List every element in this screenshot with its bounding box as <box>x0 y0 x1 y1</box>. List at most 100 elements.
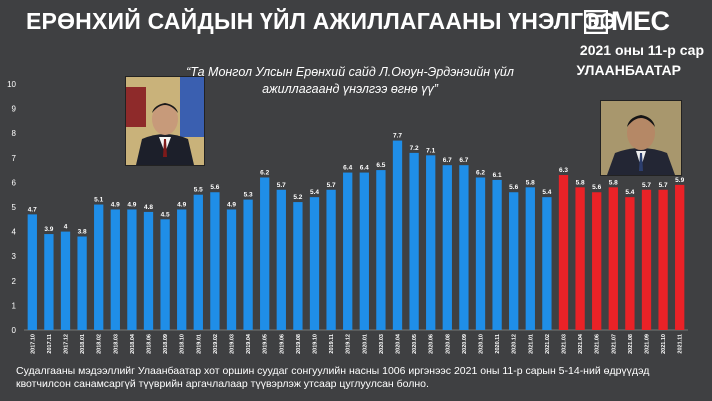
y-tick-label: 0 <box>12 326 17 335</box>
bar <box>326 189 336 330</box>
x-tick-label: 2021.11 <box>678 334 684 354</box>
x-tick-label: 2021.03 <box>562 334 568 354</box>
bar <box>625 197 635 330</box>
x-tick-label: 2020.01 <box>362 334 368 354</box>
bar <box>475 177 486 330</box>
mec-logo: MEC <box>584 6 670 37</box>
x-tick-label: 2019.08 <box>296 334 302 354</box>
x-tick-label: 2021.04 <box>578 333 584 354</box>
portrait-left <box>125 76 205 166</box>
survey-city: УЛААНБААТАР <box>576 62 681 78</box>
bar <box>309 197 320 330</box>
x-tick-label: 2019.02 <box>213 334 219 354</box>
x-tick-label: 2017.10 <box>30 334 36 354</box>
bar <box>44 234 54 330</box>
bar <box>542 197 552 330</box>
bar-value-label: 3.8 <box>78 229 87 236</box>
bar-value-label: 4 <box>64 224 68 231</box>
bar <box>376 170 386 330</box>
bar <box>260 177 270 330</box>
y-tick-label: 2 <box>12 277 17 286</box>
bar-value-label: 5.6 <box>592 184 601 191</box>
x-tick-label: 2021.07 <box>611 334 617 354</box>
bar-value-label: 5.4 <box>310 189 319 196</box>
x-tick-label: 2021.01 <box>528 334 534 354</box>
portrait-right <box>600 100 682 176</box>
bar <box>492 179 502 330</box>
bar <box>94 204 104 330</box>
x-tick-label: 2020.10 <box>479 334 485 354</box>
y-tick-label: 1 <box>12 301 17 310</box>
y-tick-label: 4 <box>12 228 17 237</box>
x-tick-label: 2019.10 <box>313 334 319 354</box>
x-tick-label: 2018.06 <box>147 334 153 354</box>
portrait-left-image <box>126 77 204 165</box>
x-tick-label: 2018.09 <box>163 334 169 354</box>
bar-value-label: 7.1 <box>426 147 435 154</box>
bar-value-label: 5.3 <box>244 192 253 199</box>
bar <box>110 209 120 330</box>
bar <box>27 214 37 330</box>
mec-logo-icon <box>584 9 608 34</box>
x-tick-label: 2021.06 <box>595 334 601 354</box>
y-tick-label: 6 <box>12 178 17 187</box>
bar <box>160 219 170 330</box>
bar-value-label: 6.3 <box>559 167 568 174</box>
bar-value-label: 5.2 <box>293 194 302 201</box>
methodology-note: Судалгааны мэдээллийг Улаанбаатар хот ор… <box>16 365 650 390</box>
bar-value-label: 6.2 <box>260 169 269 176</box>
x-tick-label: 2020.04 <box>396 333 402 354</box>
x-tick-label: 2019.05 <box>263 334 269 354</box>
bar <box>509 192 519 330</box>
bar <box>276 189 286 330</box>
x-tick-label: 2018.02 <box>97 334 103 354</box>
bar <box>558 175 569 330</box>
y-tick-label: 5 <box>12 203 17 212</box>
bar-value-label: 5.5 <box>194 187 203 194</box>
y-tick-label: 3 <box>12 252 17 261</box>
bar-value-label: 5.6 <box>509 184 518 191</box>
bar <box>409 152 419 330</box>
bar-value-label: 5.7 <box>659 182 668 189</box>
bar-value-label: 4.8 <box>144 204 153 211</box>
bar <box>675 184 685 330</box>
logo-text: MEC <box>611 6 670 36</box>
x-tick-label: 2019.03 <box>230 334 236 354</box>
x-tick-label: 2020.09 <box>462 334 468 354</box>
bar <box>426 155 436 330</box>
x-tick-label: 2018.03 <box>113 334 119 354</box>
x-tick-label: 2021.09 <box>645 334 651 354</box>
y-tick-label: 7 <box>12 154 17 163</box>
x-tick-label: 2019.06 <box>279 334 285 354</box>
x-tick-label: 2020.08 <box>445 334 451 354</box>
x-tick-label: 2017.12 <box>64 334 70 354</box>
bar-value-label: 6.7 <box>443 157 452 164</box>
bar-value-label: 6.4 <box>360 165 369 172</box>
x-tick-label: 2017.11 <box>47 334 53 354</box>
portrait-right-image <box>601 101 681 175</box>
page-title: ЕРӨНХИЙ САЙДЫН ҮЙЛ АЖИЛЛАГААНЫ ҮНЭЛГЭЭ <box>26 8 617 34</box>
bar <box>343 172 353 330</box>
bar-value-label: 4.9 <box>227 201 236 208</box>
bar-value-label: 4.7 <box>28 206 37 213</box>
x-tick-label: 2020.06 <box>429 334 435 354</box>
bar-value-label: 6.1 <box>493 172 502 179</box>
bar-value-label: 5.9 <box>675 177 684 184</box>
bar <box>293 202 303 330</box>
bar-value-label: 7.7 <box>393 133 402 140</box>
x-tick-label: 2019.11 <box>329 334 335 354</box>
x-tick-label: 2020.12 <box>512 334 518 354</box>
bar <box>525 187 535 330</box>
bar <box>392 140 403 330</box>
bar <box>608 187 618 330</box>
bar-value-label: 5.7 <box>277 182 286 189</box>
x-tick-label: 2020.05 <box>412 334 418 354</box>
bar <box>193 194 203 330</box>
bar-value-label: 5.1 <box>94 197 103 204</box>
x-tick-label: 2019.04 <box>246 333 252 354</box>
y-tick-label: 10 <box>7 80 16 89</box>
x-tick-label: 2021.10 <box>661 334 667 354</box>
bar <box>210 192 220 330</box>
bar-value-label: 4.9 <box>127 201 136 208</box>
